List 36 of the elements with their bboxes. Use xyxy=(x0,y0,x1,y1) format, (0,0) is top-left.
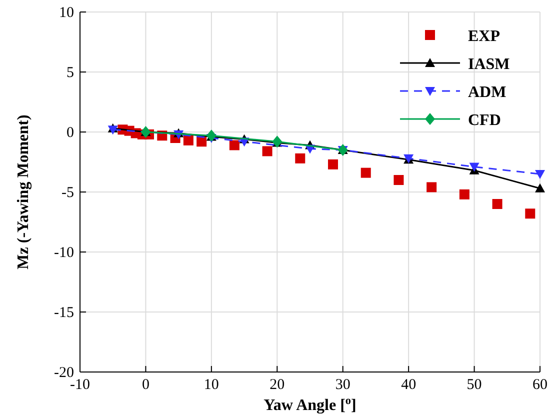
legend-label: CFD xyxy=(468,112,501,129)
point xyxy=(492,199,502,209)
point xyxy=(295,153,306,164)
point xyxy=(183,135,194,146)
point xyxy=(394,175,404,185)
point xyxy=(196,136,207,147)
x-tick-label: 50 xyxy=(466,377,482,393)
x-tick-label: 30 xyxy=(335,377,350,393)
point xyxy=(469,162,480,172)
x-tick-label: 20 xyxy=(270,377,285,393)
x-tick-label: 40 xyxy=(401,377,416,393)
point xyxy=(459,189,470,200)
y-tick-label: 0 xyxy=(66,125,74,141)
point xyxy=(535,183,545,192)
legend-label: IASM xyxy=(468,56,510,73)
y-tick-label: 5 xyxy=(66,65,74,81)
point xyxy=(262,146,272,156)
x-tick-label: 0 xyxy=(142,377,150,393)
y-tick-label: 10 xyxy=(59,5,74,21)
y-tick-label: -15 xyxy=(54,305,74,321)
x-tick-label: 60 xyxy=(532,377,548,393)
x-axis-title: Yaw Angle [$^{o}$] xyxy=(264,395,356,414)
point xyxy=(525,208,536,219)
point xyxy=(426,182,437,192)
y-tick-label: -5 xyxy=(62,185,74,201)
point xyxy=(328,159,338,170)
point xyxy=(108,126,118,135)
point xyxy=(229,140,240,150)
y-axis-title: Mz (-Yawing Moment) xyxy=(15,114,32,270)
y-tick-label: -20 xyxy=(54,365,74,381)
x-tick-label: 10 xyxy=(204,377,219,393)
y-tick-label: -10 xyxy=(54,245,74,261)
point xyxy=(360,168,371,178)
legend-label: EXP xyxy=(468,28,500,45)
point xyxy=(535,170,545,179)
legend-label: ADM xyxy=(468,84,506,101)
